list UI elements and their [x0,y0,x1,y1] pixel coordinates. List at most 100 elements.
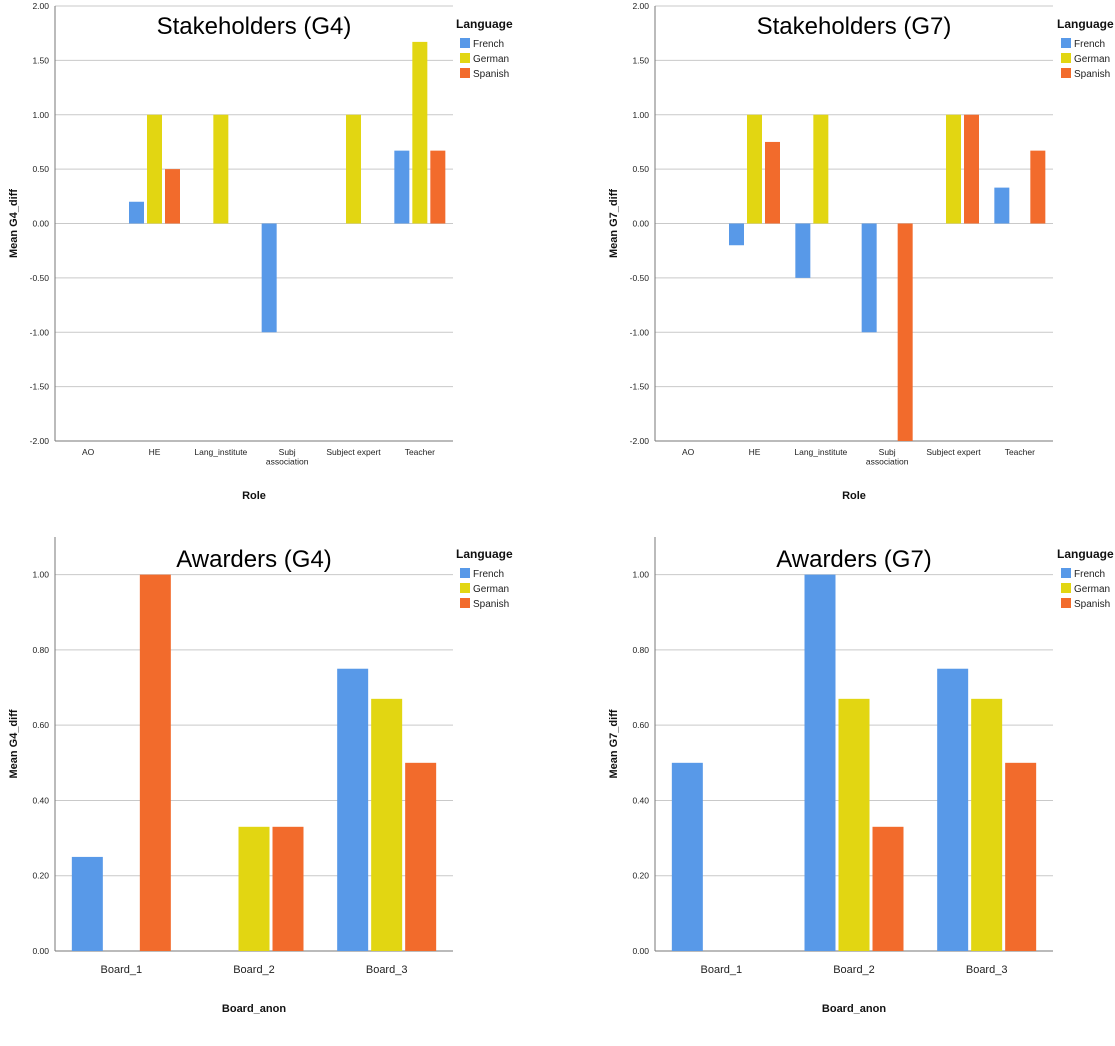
bar-german-lang-institute [213,114,229,224]
legend-label-german: German [473,54,509,65]
x-tick-label-he: HE [749,447,761,457]
x-tick-label-board-3: Board_3 [966,964,1008,976]
x-tick-label-teacher: Teacher [1005,447,1035,457]
bar-french-board-2 [804,574,836,951]
y-tick-label: 2.00 [632,1,649,11]
legend-swatch-french [1061,568,1071,578]
legend-label-french: French [1074,569,1105,580]
legend-label-spanish: Spanish [1074,69,1110,80]
y-axis-title: Mean G4_diff [8,189,20,258]
y-tick-label: -1.50 [630,382,650,392]
y-tick-label: 0.20 [32,871,49,881]
legend: Language French German Spanish [1057,547,1114,610]
legend-label-french: French [473,39,504,50]
bar-spanish-he [165,169,180,224]
y-tick-label: 0.40 [32,795,49,805]
legend-label-german: German [473,584,509,595]
chart-title: Stakeholders (G4) [157,13,352,40]
x-axis-title: Board_anon [222,1003,286,1015]
bar-spanish-board-3 [1005,762,1037,951]
chart-awarders-g4: 0.00 0.20 0.40 0.60 0.80 1.00 Board_1 Board_2 Bo… [8,537,513,1015]
x-axis-title: Role [242,490,266,502]
bar-spanish-subject-expert [964,114,979,224]
legend-label-spanish: Spanish [473,69,509,80]
bar-german-lang-institute [813,114,829,224]
chart-title: Awarders (G7) [776,546,932,573]
bar-german-subject-expert [946,114,961,224]
y-tick-label: 0.20 [632,871,649,881]
x-tick-label-ao: AO [682,447,695,457]
bar-spanish-board-1 [139,574,171,951]
legend: Language French German Spanish [456,17,513,80]
y-axis-title: Mean G4_diff [8,709,20,778]
bar-french-board-3 [937,668,969,951]
y-tick-label: 0.00 [632,946,649,956]
bar-french-teacher [394,150,410,224]
legend-swatch-spanish [460,68,470,78]
y-axis-title: Mean G7_diff [608,709,620,778]
bar-spanish-subj-association [897,223,913,441]
legend-title: Language [456,547,513,561]
legend-swatch-german [460,53,470,63]
bar-german-board-2 [238,826,270,951]
bar-french-he [729,223,744,246]
legend-swatch-spanish [1061,598,1071,608]
y-tick-label: 0.00 [632,219,649,229]
y-axis-title: Mean G7_diff [608,189,620,258]
legend-swatch-german [1061,583,1071,593]
bar-french-teacher [994,187,1010,224]
bar-german-board-3 [371,698,403,951]
y-tick-label: -1.00 [30,327,50,337]
legend-swatch-german [460,583,470,593]
bar-german-teacher [412,41,428,224]
x-tick-label-lang-institute: Lang_institute [794,447,847,457]
y-tick-label: 1.00 [32,570,49,580]
y-tick-label: -1.00 [630,327,650,337]
y-tick-label: 0.50 [632,164,649,174]
x-tick-label-teacher: Teacher [405,447,435,457]
y-tick-label: 1.00 [632,110,649,120]
y-tick-label: 2.00 [32,1,49,11]
x-tick-label-board-1: Board_1 [701,964,743,976]
legend-title: Language [456,17,513,31]
legend-swatch-french [1061,38,1071,48]
y-tick-label: -2.00 [630,436,650,446]
x-tick-label-subject-expert: Subject expert [926,447,981,457]
x-tick-label-board-1: Board_1 [101,964,143,976]
y-tick-label: -2.00 [30,436,50,446]
legend-title: Language [1057,547,1114,561]
bar-french-subj-association [861,223,877,333]
legend-swatch-french [460,38,470,48]
legend-title: Language [1057,17,1114,31]
y-tick-label: 1.50 [632,55,649,65]
legend-label-french: French [1074,39,1105,50]
chart-stakeholders-g4: -2.00 -1.50 -1.00 -0.50 0.00 0.50 1.00 1.50 2.00… [8,1,513,502]
x-axis-title: Role [842,490,866,502]
legend-label-german: German [1074,584,1110,595]
legend-swatch-german [1061,53,1071,63]
legend-label-spanish: Spanish [473,599,509,610]
legend-label-spanish: Spanish [1074,599,1110,610]
legend-label-french: French [473,569,504,580]
x-tick-label-subj-association: Subj association [266,447,309,467]
bar-german-he [747,114,762,224]
x-axis-title: Board_anon [822,1003,886,1015]
y-tick-label: 0.00 [32,946,49,956]
bar-spanish-teacher [1030,150,1046,224]
y-tick-label: -1.50 [30,382,50,392]
bar-french-board-1 [71,856,103,951]
legend-swatch-spanish [460,598,470,608]
y-tick-label: 0.50 [32,164,49,174]
chart-title: Awarders (G4) [176,546,332,573]
bar-french-he [129,201,144,224]
y-tick-label: 0.80 [632,645,649,655]
bar-german-board-2 [838,698,870,951]
bar-german-he [147,114,162,224]
y-tick-label: 1.00 [32,110,49,120]
bar-german-subject-expert [346,114,361,224]
x-tick-label-subj-association: Subj association [866,447,909,467]
legend-swatch-spanish [1061,68,1071,78]
legend: Language French German Spanish [1057,17,1114,80]
chart-awarders-g7: 0.00 0.20 0.40 0.60 0.80 1.00 Board_1 Board_2 Bo… [608,537,1114,1015]
